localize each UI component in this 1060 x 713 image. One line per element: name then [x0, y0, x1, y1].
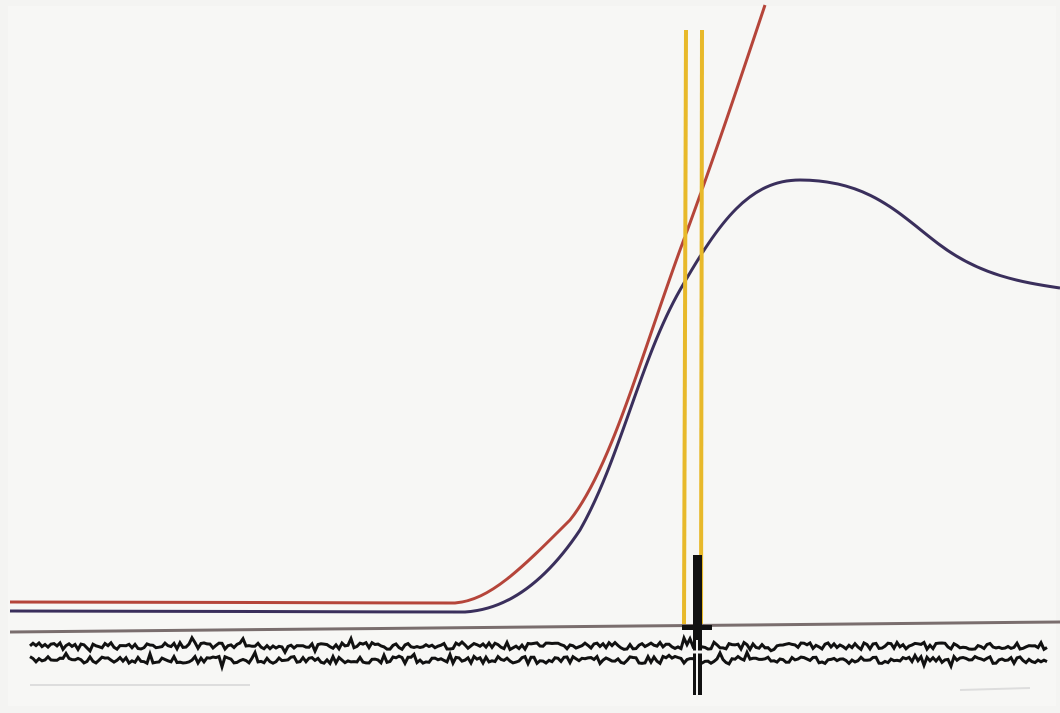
black-bar	[682, 625, 712, 630]
yellow-line	[684, 30, 686, 625]
yellow-line	[701, 30, 702, 625]
artwork	[0, 0, 1060, 713]
page: (() => { let s = 7; const rnd = () => { …	[0, 0, 1060, 713]
